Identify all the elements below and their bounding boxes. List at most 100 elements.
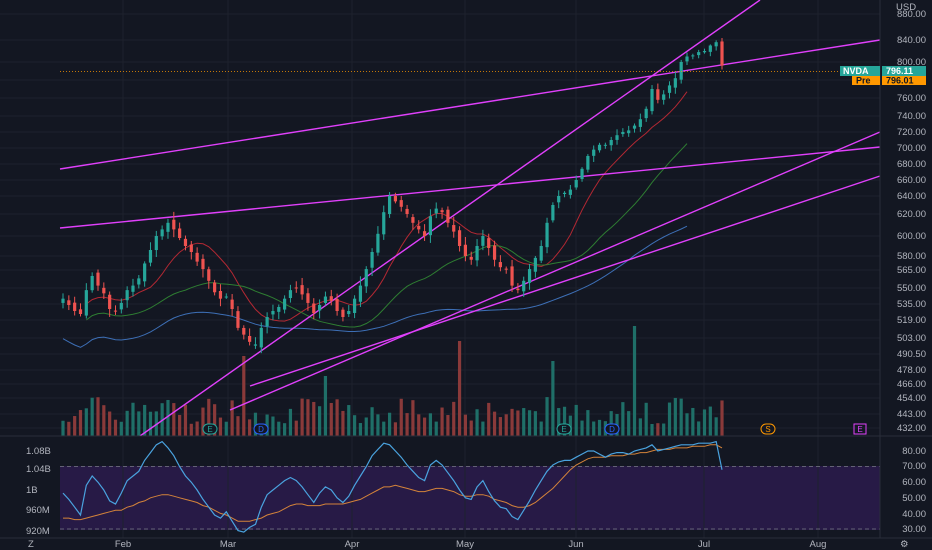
candle-body [475, 246, 479, 261]
volume-bar [335, 399, 339, 436]
volume-bar [90, 397, 94, 436]
volume-bar [644, 402, 648, 436]
candle-body [632, 125, 637, 129]
time-axis[interactable]: Feb Mar Apr May Jun Jul Aug [115, 539, 827, 550]
volume-bar [691, 407, 695, 436]
volume-bar [218, 417, 223, 436]
volume-bar [539, 421, 543, 436]
candle-body [586, 156, 590, 170]
volume-bar [382, 421, 386, 436]
volume-bar [621, 402, 625, 436]
candle-body [714, 42, 718, 47]
time-tick-label: May [456, 539, 474, 550]
volume-scale-label: 920M [26, 526, 50, 537]
price-tick-label: 580.00 [897, 251, 926, 262]
candle-body [411, 217, 415, 223]
price-tick-label: 840.00 [897, 35, 926, 46]
price-tick-label: 432.00 [897, 423, 926, 434]
volume-bar [78, 410, 83, 436]
volume-bar [148, 411, 153, 436]
volume-bar [627, 411, 631, 436]
z-icon[interactable]: Z [28, 539, 34, 550]
volume-bar [446, 415, 450, 436]
volume-bar [341, 410, 345, 436]
volume-bar [387, 412, 392, 436]
event-marker[interactable]: D [604, 423, 620, 435]
volume-scale-label: 1B [26, 485, 38, 496]
event-marker[interactable]: D [253, 423, 269, 435]
volume-bar [457, 341, 462, 436]
candle-body [644, 108, 648, 119]
candle-body [446, 209, 450, 223]
candle-body [265, 317, 269, 327]
volume-bar [248, 419, 252, 436]
trend-lines[interactable] [59, 0, 881, 437]
volume-bar [358, 423, 363, 436]
candle-body [154, 236, 158, 251]
candle-body [119, 302, 123, 310]
trend-line [59, 146, 881, 229]
volume-bar [178, 414, 182, 436]
rsi-signal-line [63, 444, 723, 522]
candle-body [382, 212, 386, 235]
candle-body [405, 208, 409, 214]
volume-bar [492, 411, 497, 436]
volume-bar [108, 411, 112, 436]
candle-body [662, 94, 666, 100]
volume-bar [73, 416, 77, 436]
volume-bar [189, 423, 193, 436]
price-tick-label: 600.00 [897, 231, 926, 242]
candle-body [143, 263, 147, 282]
pre-label: Pre [856, 76, 871, 86]
volume-bar [516, 410, 520, 436]
candle-body [67, 300, 71, 305]
settings-icon[interactable]: ⚙ [900, 539, 909, 550]
event-marker-label: E [561, 425, 566, 434]
candle-body [352, 298, 357, 313]
candle-body [242, 327, 246, 335]
volume-bar [399, 398, 403, 436]
symbol-price-tag: NVDA 796.11 Pre 796.01 [840, 66, 926, 86]
candle-body [691, 55, 695, 57]
candle-body [481, 236, 485, 246]
candle-body [422, 231, 427, 236]
price-tick-label: 550.00 [897, 283, 926, 294]
candle-body [137, 278, 141, 285]
volume-bar [638, 418, 642, 436]
price-tick-label: 660.00 [897, 175, 926, 186]
candle-body [113, 310, 118, 312]
candle-body [417, 225, 421, 230]
event-marker[interactable]: E [202, 423, 218, 435]
candle-body [527, 269, 532, 283]
candle-body [318, 305, 322, 311]
volume-bar [586, 410, 590, 436]
candle-body [189, 244, 193, 252]
moving-average-line [62, 225, 688, 348]
event-marker[interactable]: E [853, 423, 867, 435]
event-marker-label: E [207, 425, 212, 434]
time-tick-label: Jul [698, 539, 710, 550]
price-tick-label: 800.00 [897, 57, 926, 68]
candle-body [387, 196, 392, 215]
time-tick-label: Mar [220, 539, 236, 550]
price-axis[interactable]: 880.00840.00800.00780.00760.00740.00720.… [26, 9, 926, 537]
candle-body [253, 344, 258, 346]
candles[interactable] [61, 37, 724, 354]
volume-bar [481, 421, 485, 436]
event-marker[interactable]: S [760, 423, 776, 435]
volume-bar [352, 415, 357, 436]
candle-body [452, 225, 456, 232]
price-tick-label: 565.00 [897, 265, 926, 276]
volume-bar [277, 421, 281, 436]
event-marker[interactable]: E [556, 423, 572, 435]
price-tick-label: 466.00 [897, 379, 926, 390]
volume-bar [533, 411, 537, 436]
symbol-tag-bg [840, 66, 880, 76]
volume-bar [562, 406, 567, 436]
candle-body [469, 256, 473, 260]
volume-bar [172, 403, 176, 436]
candle-body [288, 290, 293, 299]
candle-body [551, 205, 555, 221]
